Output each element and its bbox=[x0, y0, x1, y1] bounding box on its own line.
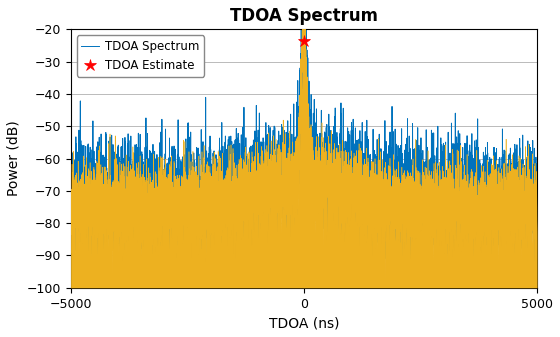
Y-axis label: Power (dB): Power (dB) bbox=[7, 121, 21, 196]
TDOA Spectrum bbox=[298, 27, 305, 31]
TDOA Spectrum bbox=[389, 234, 396, 238]
TDOA Spectrum bbox=[67, 186, 74, 190]
X-axis label: TDOA (ns): TDOA (ns) bbox=[269, 316, 339, 330]
Line: TDOA Spectrum: TDOA Spectrum bbox=[71, 29, 537, 288]
TDOA Spectrum bbox=[422, 286, 429, 290]
Legend: TDOA Spectrum, TDOA Estimate: TDOA Spectrum, TDOA Estimate bbox=[77, 35, 204, 76]
TDOA Spectrum bbox=[534, 216, 540, 220]
TDOA Spectrum bbox=[115, 187, 122, 191]
TDOA Spectrum bbox=[383, 152, 390, 156]
TDOA Spectrum bbox=[158, 117, 165, 121]
Title: TDOA Spectrum: TDOA Spectrum bbox=[230, 7, 378, 25]
TDOA Spectrum bbox=[511, 174, 518, 178]
TDOA Spectrum bbox=[339, 197, 346, 201]
